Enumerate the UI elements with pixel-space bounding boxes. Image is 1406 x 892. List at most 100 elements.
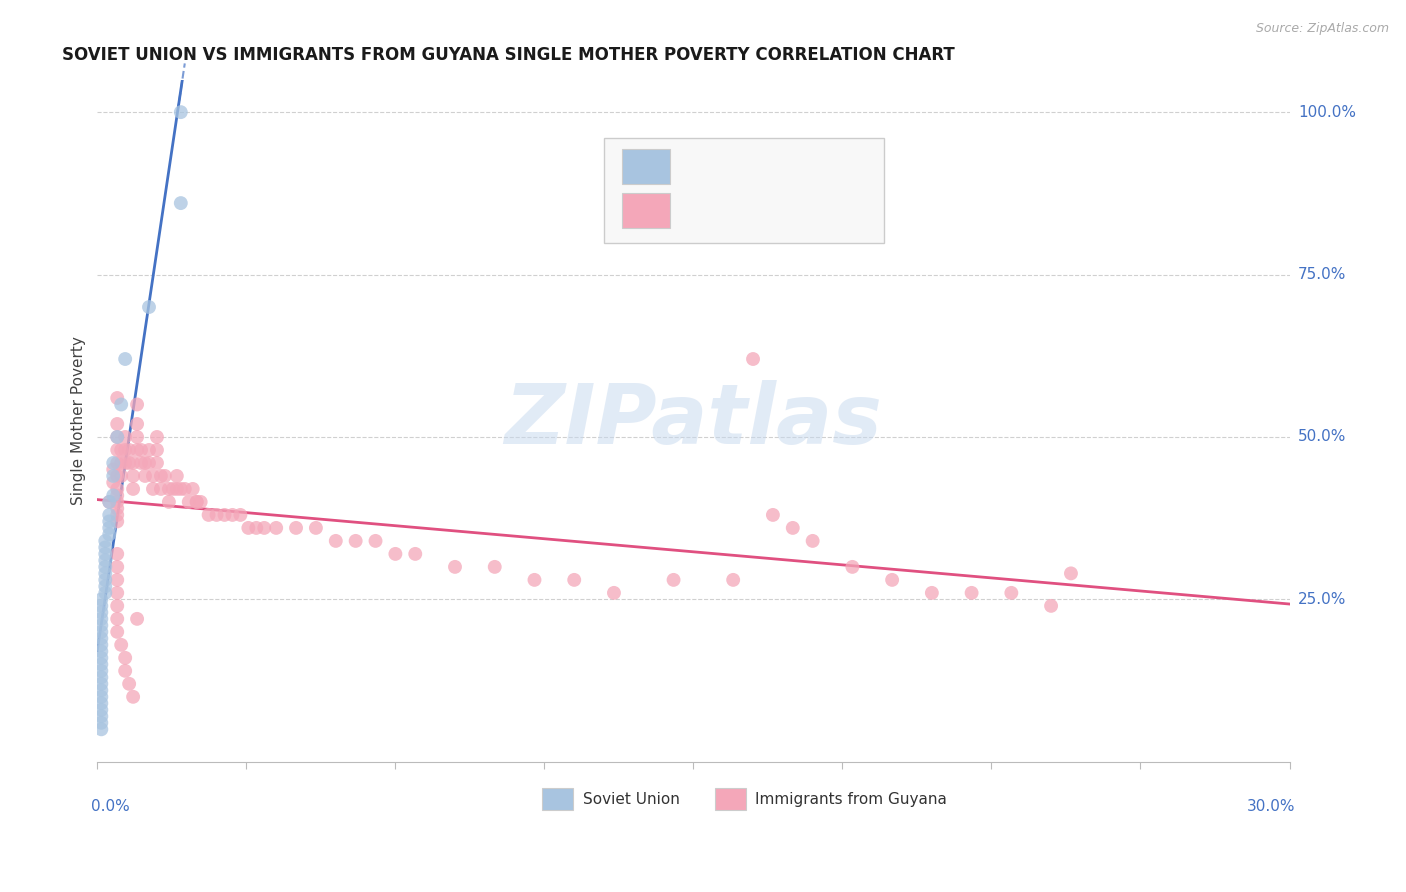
Point	[444, 560, 467, 574]
Point	[245, 521, 267, 535]
Point	[149, 469, 172, 483]
Point	[114, 430, 136, 444]
Point	[94, 560, 117, 574]
Point	[90, 677, 112, 691]
Point	[94, 541, 117, 555]
Point	[138, 300, 160, 314]
Point	[129, 456, 152, 470]
Point	[103, 456, 125, 470]
Point	[98, 508, 121, 522]
Point	[105, 547, 128, 561]
Point	[921, 586, 943, 600]
Point	[105, 417, 128, 431]
Point	[114, 351, 136, 366]
Point	[118, 456, 141, 470]
Text: 103: 103	[832, 202, 868, 219]
FancyBboxPatch shape	[543, 789, 574, 810]
Text: 0.0%: 0.0%	[91, 799, 131, 814]
Point	[190, 495, 212, 509]
Point	[105, 586, 128, 600]
Point	[90, 690, 112, 704]
Point	[105, 573, 128, 587]
Point	[214, 508, 236, 522]
Point	[103, 475, 125, 490]
Text: 44: 44	[832, 157, 856, 176]
Point	[157, 482, 180, 496]
Point	[229, 508, 252, 522]
Point	[94, 573, 117, 587]
Point	[662, 573, 685, 587]
Point	[138, 442, 160, 457]
Point	[153, 469, 176, 483]
Point	[129, 442, 152, 457]
Point	[146, 442, 169, 457]
Point	[105, 482, 128, 496]
Point	[103, 462, 125, 476]
Point	[105, 560, 128, 574]
Point	[122, 690, 145, 704]
Point	[110, 638, 132, 652]
Point	[90, 657, 112, 672]
Point	[98, 495, 121, 509]
Text: R =: R =	[678, 202, 717, 219]
Point	[305, 521, 328, 535]
Point	[105, 612, 128, 626]
Point	[404, 547, 426, 561]
Point	[384, 547, 406, 561]
Point	[110, 442, 132, 457]
Point	[127, 417, 149, 431]
Point	[484, 560, 506, 574]
Text: 75.0%: 75.0%	[1298, 267, 1346, 282]
Text: 0.049: 0.049	[725, 202, 778, 219]
Point	[170, 105, 193, 120]
Text: N =: N =	[785, 157, 825, 176]
Point	[94, 586, 117, 600]
Point	[127, 397, 149, 411]
Point	[105, 515, 128, 529]
Point	[264, 521, 287, 535]
Point	[94, 579, 117, 593]
Point	[98, 495, 121, 509]
Point	[98, 521, 121, 535]
Point	[105, 391, 128, 405]
Text: ZIPatlas: ZIPatlas	[505, 380, 883, 461]
Point	[173, 482, 195, 496]
Point	[1040, 599, 1063, 613]
Point	[94, 566, 117, 581]
Point	[1000, 586, 1022, 600]
Point	[103, 488, 125, 502]
Point	[127, 442, 149, 457]
Point	[103, 469, 125, 483]
Point	[166, 469, 188, 483]
Point	[110, 397, 132, 411]
Point	[90, 624, 112, 639]
Point	[762, 508, 785, 522]
Point	[122, 469, 145, 483]
Point	[134, 469, 156, 483]
Point	[122, 456, 145, 470]
Point	[90, 664, 112, 678]
Point	[146, 456, 169, 470]
Point	[105, 501, 128, 516]
Text: 0.453: 0.453	[725, 157, 778, 176]
Point	[841, 560, 863, 574]
Point	[742, 351, 765, 366]
Point	[325, 533, 347, 548]
Point	[105, 430, 128, 444]
Point	[122, 482, 145, 496]
Point	[221, 508, 243, 522]
Point	[90, 618, 112, 632]
Point	[90, 709, 112, 723]
Point	[110, 469, 132, 483]
Point	[105, 599, 128, 613]
Point	[114, 456, 136, 470]
Point	[285, 521, 308, 535]
Point	[90, 670, 112, 684]
Point	[134, 456, 156, 470]
Point	[170, 482, 193, 496]
Point	[186, 495, 208, 509]
FancyBboxPatch shape	[714, 789, 747, 810]
Point	[882, 573, 904, 587]
Point	[238, 521, 260, 535]
Point	[90, 715, 112, 730]
